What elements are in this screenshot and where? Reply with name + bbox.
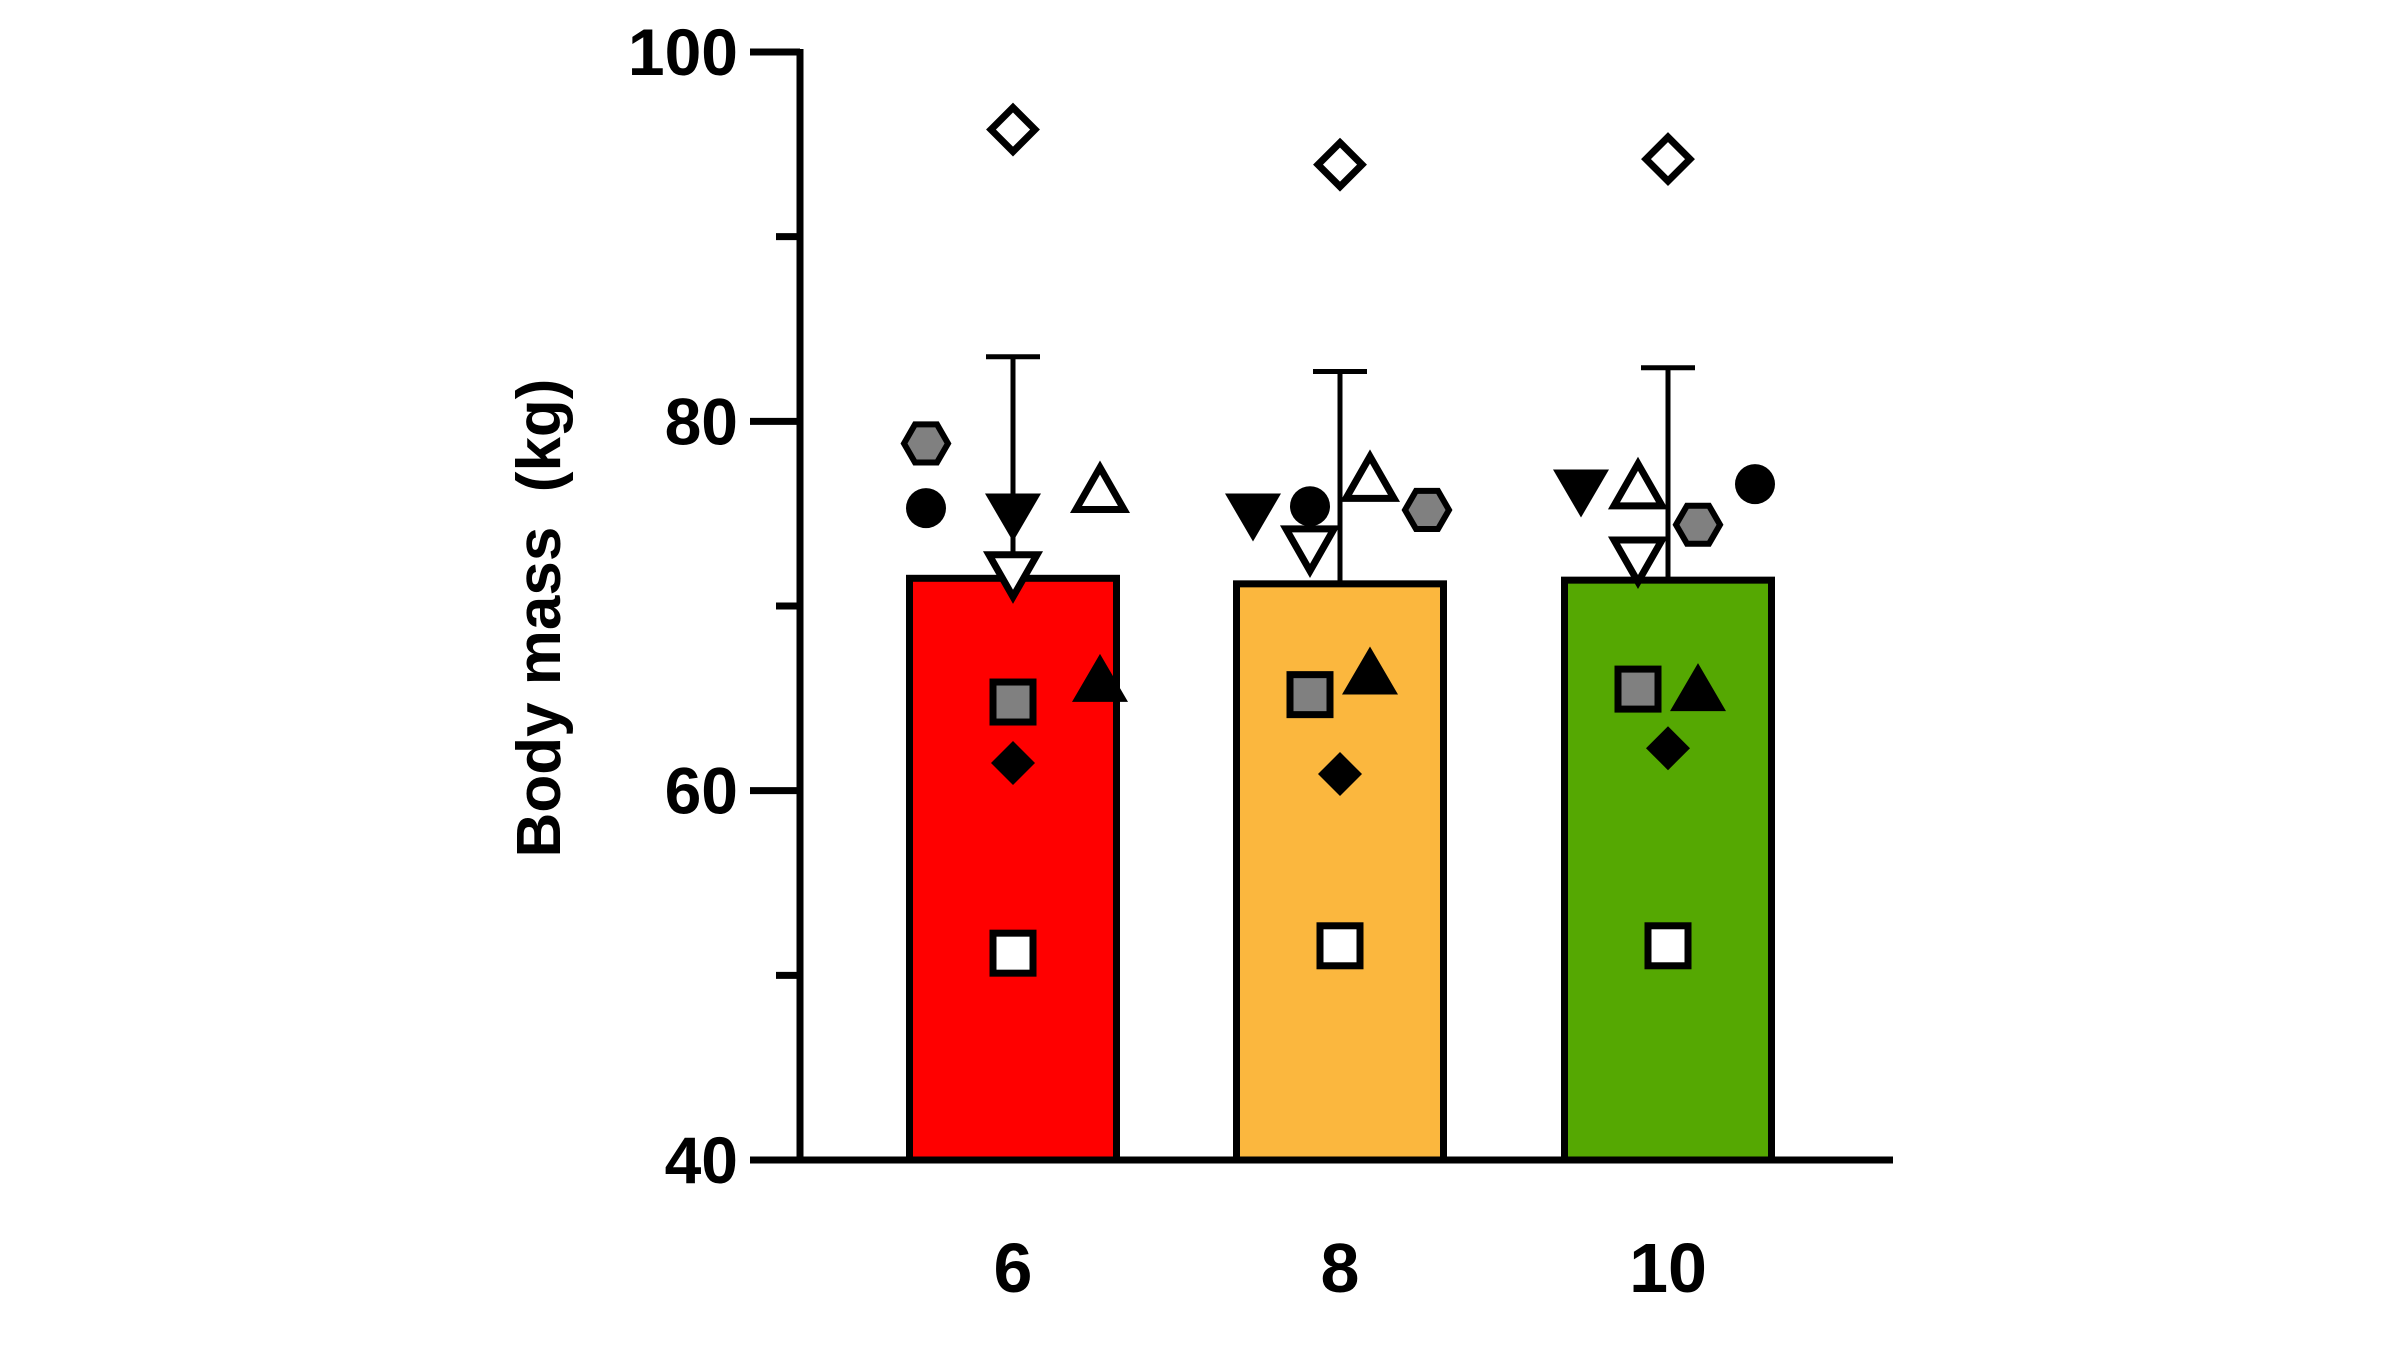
bar-10 (1561, 576, 1775, 1164)
point-square-open (1316, 922, 1364, 970)
x-tick-labels-layer: 6 8 10 (994, 1229, 1707, 1307)
point-diamond-filled (1646, 726, 1690, 771)
y-tick-label: 60 (665, 754, 738, 828)
point-hexagon-gray (1672, 502, 1724, 547)
point-circle-filled (1290, 486, 1330, 527)
x-tick-label: 6 (994, 1229, 1033, 1307)
point-triangle-up-open (1069, 460, 1131, 514)
bar-8 (1233, 580, 1447, 1164)
y-tick-label: 100 (628, 15, 738, 89)
y-tick-label: 80 (665, 384, 738, 458)
point-triangle-up-open (1339, 449, 1401, 502)
point-triangle-down-filled (985, 493, 1041, 542)
point-triangle-down-filled (1225, 493, 1281, 542)
point-diamond-filled (1318, 752, 1362, 797)
point-square-open (989, 929, 1037, 977)
point-square-gray (1286, 671, 1334, 719)
point-circle-filled (906, 488, 946, 529)
point-triangle-down-filled (1553, 469, 1609, 518)
point-hexagon-gray (1401, 487, 1453, 532)
point-diamond-open (1313, 137, 1367, 192)
point-triangle-up-open (1607, 456, 1669, 510)
x-tick-label: 10 (1629, 1229, 1707, 1307)
point-square-gray (1614, 665, 1662, 713)
point-diamond-open (986, 102, 1040, 157)
data-points-layer (900, 102, 1775, 977)
x-tick-label: 8 (1321, 1229, 1360, 1307)
point-triangle-up-filled (1670, 663, 1726, 712)
point-triangle-down-open (1607, 536, 1669, 590)
y-ticks-layer: 40 60 80 100 (628, 15, 800, 1197)
point-diamond-filled (991, 740, 1035, 785)
point-triangle-down-open (982, 551, 1044, 604)
point-square-gray (989, 678, 1037, 726)
y-tick-label: 40 (665, 1123, 738, 1197)
point-diamond-open (1641, 132, 1695, 187)
bar-6 (906, 574, 1120, 1164)
point-triangle-up-filled (1072, 653, 1128, 702)
point-hexagon-gray (900, 421, 952, 466)
point-square-open (1644, 922, 1692, 970)
point-circle-filled (1735, 464, 1775, 505)
y-axis-label: Body mass (kg) (505, 379, 574, 858)
error-bars-layer (986, 354, 1695, 584)
point-triangle-up-filled (1342, 646, 1398, 695)
point-triangle-down-open (1279, 525, 1341, 578)
bars-layer (906, 574, 1775, 1164)
